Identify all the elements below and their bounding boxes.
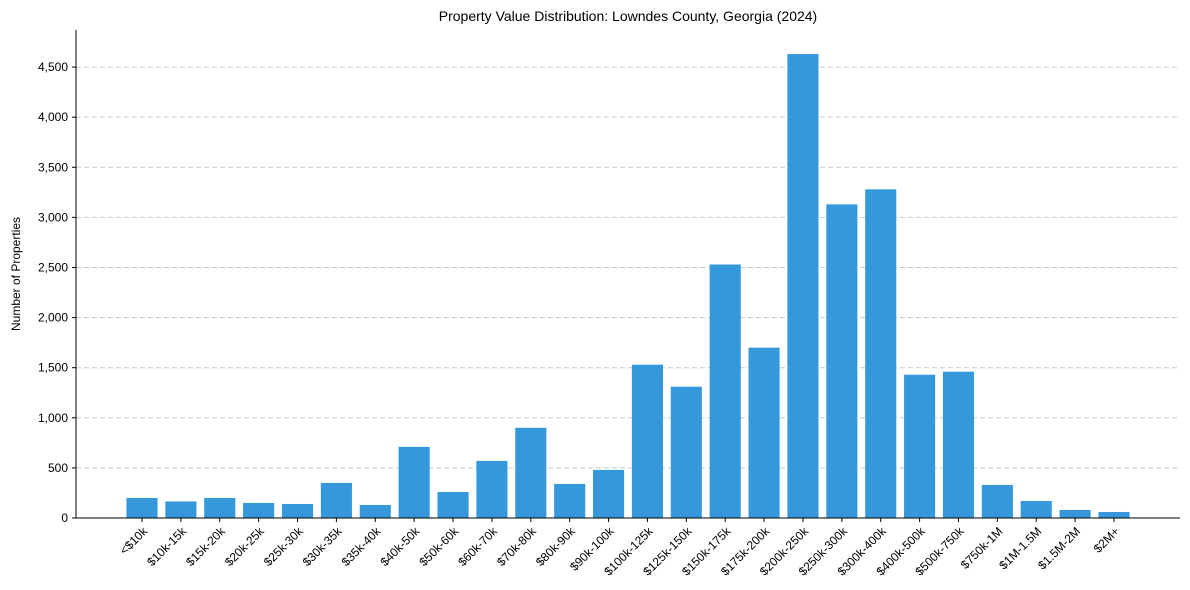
x-tick-label: $2M+ (1091, 524, 1122, 555)
bar (1098, 511, 1130, 518)
bar (165, 501, 197, 518)
x-tick-label: $15k-20k (183, 524, 229, 570)
y-tick-label: 0 (61, 511, 68, 525)
y-tick-label: 2,000 (38, 311, 68, 325)
bar (631, 364, 663, 518)
bar (748, 347, 780, 518)
bar (787, 54, 819, 518)
x-tick-label: $40k-50k (377, 524, 423, 570)
y-tick-label: 1,000 (38, 411, 68, 425)
y-tick-label: 3,500 (38, 160, 68, 174)
x-tick-label: $25k-30k (261, 524, 307, 570)
x-tick-label: $70k-80k (494, 524, 540, 570)
bar (243, 502, 275, 518)
y-tick-label: 1,500 (38, 361, 68, 375)
y-tick-label: 4,500 (38, 60, 68, 74)
bars (126, 54, 1130, 519)
bar (398, 446, 430, 518)
bar (554, 483, 586, 518)
chart-title: Property Value Distribution: Lowndes Cou… (439, 8, 817, 24)
bar (359, 504, 391, 518)
bar (826, 204, 858, 518)
y-tick-label: 3,000 (38, 210, 68, 224)
y-ticks: 0 500 1,000 1,500 2,000 2,500 3,000 3,500 4,000 4… (38, 60, 76, 525)
bar (942, 371, 975, 518)
bar (709, 264, 741, 518)
y-tick-label: 500 (48, 461, 68, 475)
bar (515, 427, 547, 518)
bar (593, 469, 625, 518)
x-tick-label: $60k-70k (455, 524, 501, 570)
bar (126, 497, 158, 518)
x-tick-label: $50k-60k (416, 524, 462, 570)
bar (281, 503, 314, 518)
x-ticks: <$10k$10k-15k$15k-20k$20k-25k$25k-30k$30… (117, 518, 1122, 578)
bar (981, 484, 1013, 518)
bar (865, 189, 897, 519)
bar (204, 497, 236, 518)
bar (320, 482, 352, 518)
y-tick-label: 4,000 (38, 110, 68, 124)
bar (476, 460, 508, 518)
bar (1059, 509, 1091, 518)
y-axis-label: Number of Properties (9, 217, 23, 331)
x-tick-label: $35k-40k (339, 524, 385, 570)
y-tick-label: 2,500 (38, 260, 68, 274)
bar (437, 491, 469, 518)
x-tick-label: $30k-35k (300, 524, 346, 570)
grid-lines (76, 66, 1180, 469)
x-tick-label: $1.5M-2M (1035, 524, 1083, 572)
bar (670, 386, 702, 518)
bar (904, 374, 936, 518)
bar (1020, 500, 1052, 518)
x-tick-label: $20k-25k (222, 524, 268, 570)
x-tick-label: <$10k (117, 524, 151, 558)
x-tick-label: $10k-15k (144, 524, 190, 570)
